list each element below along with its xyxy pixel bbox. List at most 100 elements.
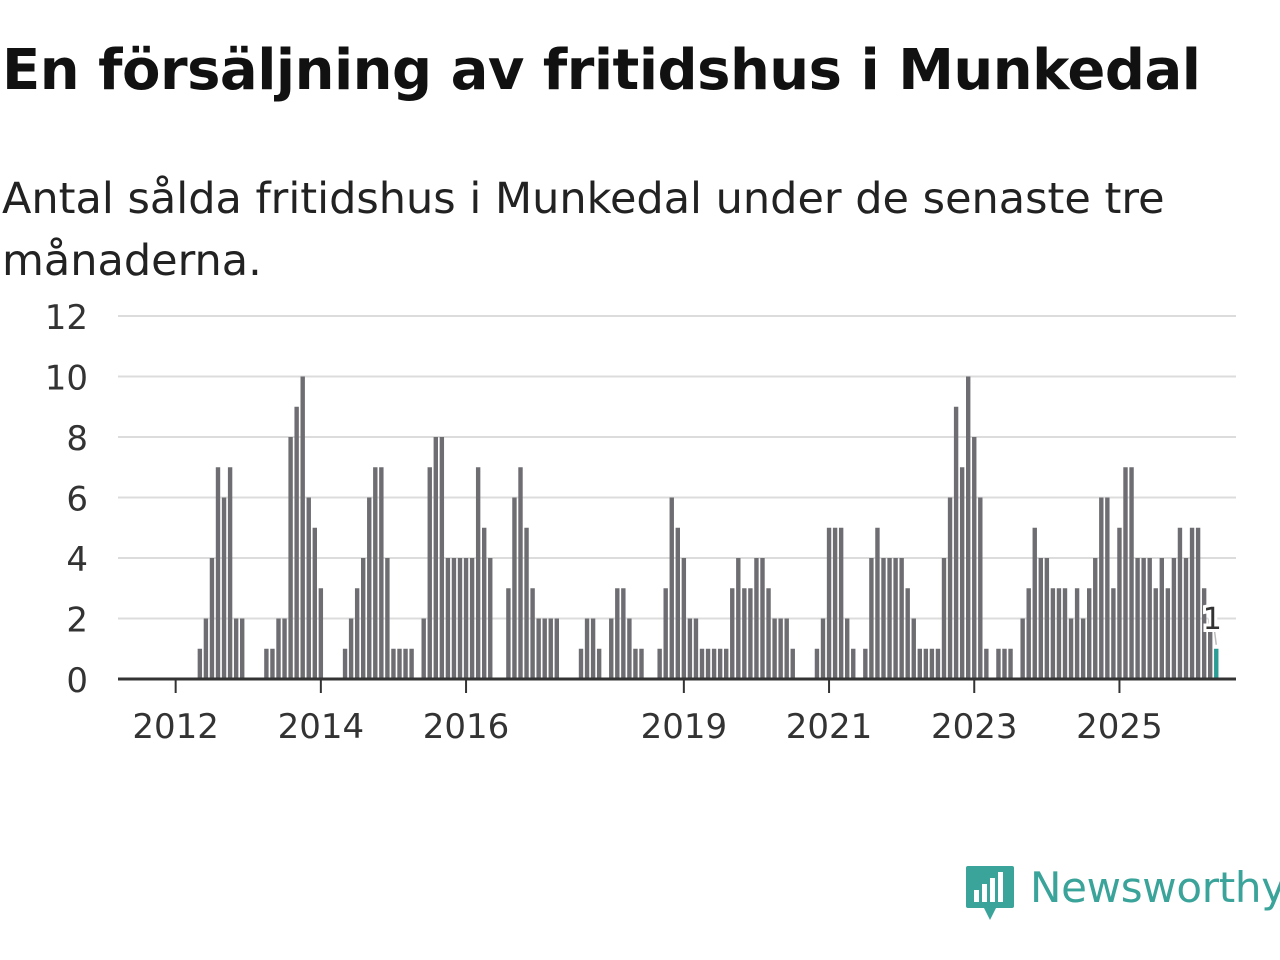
bar xyxy=(1032,527,1037,679)
bar xyxy=(772,618,777,679)
bar xyxy=(984,648,989,679)
y-tick-label: 10 xyxy=(45,359,88,399)
bar xyxy=(264,648,269,679)
bar xyxy=(899,558,904,679)
bar xyxy=(1093,558,1098,679)
bar xyxy=(687,618,693,679)
bar xyxy=(615,588,620,679)
bar xyxy=(482,527,487,679)
bar xyxy=(905,588,910,679)
y-tick-label: 0 xyxy=(66,661,88,701)
y-tick-label: 2 xyxy=(66,601,88,641)
bar xyxy=(736,558,741,679)
bar xyxy=(475,467,481,679)
bar xyxy=(766,588,771,679)
bar xyxy=(996,648,1001,679)
bar xyxy=(354,588,360,679)
bar xyxy=(724,648,729,679)
bar xyxy=(578,648,584,679)
y-tick-label: 6 xyxy=(66,480,88,520)
bar xyxy=(421,618,426,679)
bar xyxy=(711,648,717,679)
chart-subtitle: Antal sålda fritidshus i Munkedal under … xyxy=(2,174,1165,286)
bar xyxy=(730,588,735,679)
bar xyxy=(681,558,687,679)
bar xyxy=(1038,558,1043,679)
bar xyxy=(215,467,221,679)
bar xyxy=(385,558,390,679)
bar xyxy=(966,376,971,679)
bar xyxy=(367,497,372,679)
bar xyxy=(627,618,632,679)
bar xyxy=(887,558,892,679)
bar xyxy=(439,437,445,679)
brand-name: Newsworthy xyxy=(1030,863,1280,912)
bar xyxy=(1165,588,1171,679)
bar xyxy=(403,648,408,679)
bar xyxy=(1135,558,1140,679)
bar-latest xyxy=(1214,648,1219,679)
y-tick-label: 4 xyxy=(66,540,88,580)
bar xyxy=(820,618,826,679)
bar xyxy=(488,558,493,679)
bar xyxy=(348,618,354,679)
bar xyxy=(1147,558,1152,679)
bar-chart: 0 2 4 6 8 10 12 2012 2014 2016 2019 2021 2023 2025 1 xyxy=(45,298,1236,747)
bar xyxy=(596,648,602,679)
bar xyxy=(953,406,959,679)
last-value-annotation: 1 xyxy=(1200,599,1225,645)
bar xyxy=(911,618,916,679)
bar xyxy=(361,558,366,679)
bar xyxy=(554,618,559,679)
bar xyxy=(397,648,402,679)
bar xyxy=(373,467,378,679)
bar xyxy=(863,648,868,679)
bar xyxy=(693,618,699,679)
newsworthy-logo[interactable]: Newsworthy xyxy=(964,864,1280,926)
y-tick-label: 12 xyxy=(45,298,88,338)
bar xyxy=(469,558,475,679)
bar xyxy=(1195,527,1201,679)
bar xyxy=(227,467,233,679)
bar xyxy=(584,618,590,679)
x-tick-label: 2019 xyxy=(641,707,728,747)
bar xyxy=(240,618,245,679)
bar xyxy=(675,527,680,679)
annotation-leader xyxy=(1212,620,1217,645)
bar xyxy=(663,588,668,679)
bar xyxy=(1026,588,1031,679)
bar xyxy=(1020,618,1025,679)
bar xyxy=(1111,588,1116,679)
bar xyxy=(1183,558,1189,679)
bar xyxy=(935,648,941,679)
bar xyxy=(530,588,535,679)
bar xyxy=(941,558,947,679)
bar xyxy=(639,648,644,679)
bar-chart-logo-icon xyxy=(966,866,1014,920)
bar xyxy=(1062,588,1068,679)
bar xyxy=(1068,618,1074,679)
bar xyxy=(294,406,299,679)
bar xyxy=(893,558,898,679)
bar xyxy=(917,648,922,679)
bar xyxy=(463,558,469,679)
y-tick-label: 8 xyxy=(66,419,88,459)
bar xyxy=(1141,558,1146,679)
bar xyxy=(754,558,759,679)
bar xyxy=(929,648,935,679)
bar xyxy=(270,648,275,679)
x-tick-label: 2012 xyxy=(132,707,219,747)
bar xyxy=(742,588,747,679)
bar xyxy=(318,588,324,679)
bar xyxy=(1117,527,1122,679)
bar xyxy=(1002,648,1007,679)
bar xyxy=(1201,588,1207,679)
bar xyxy=(1129,467,1134,679)
bar xyxy=(379,467,384,679)
bar xyxy=(203,618,209,679)
x-tick-label: 2025 xyxy=(1076,707,1163,747)
bar xyxy=(778,618,783,679)
bar xyxy=(923,648,929,679)
bar xyxy=(1189,527,1195,679)
bar xyxy=(506,588,511,679)
